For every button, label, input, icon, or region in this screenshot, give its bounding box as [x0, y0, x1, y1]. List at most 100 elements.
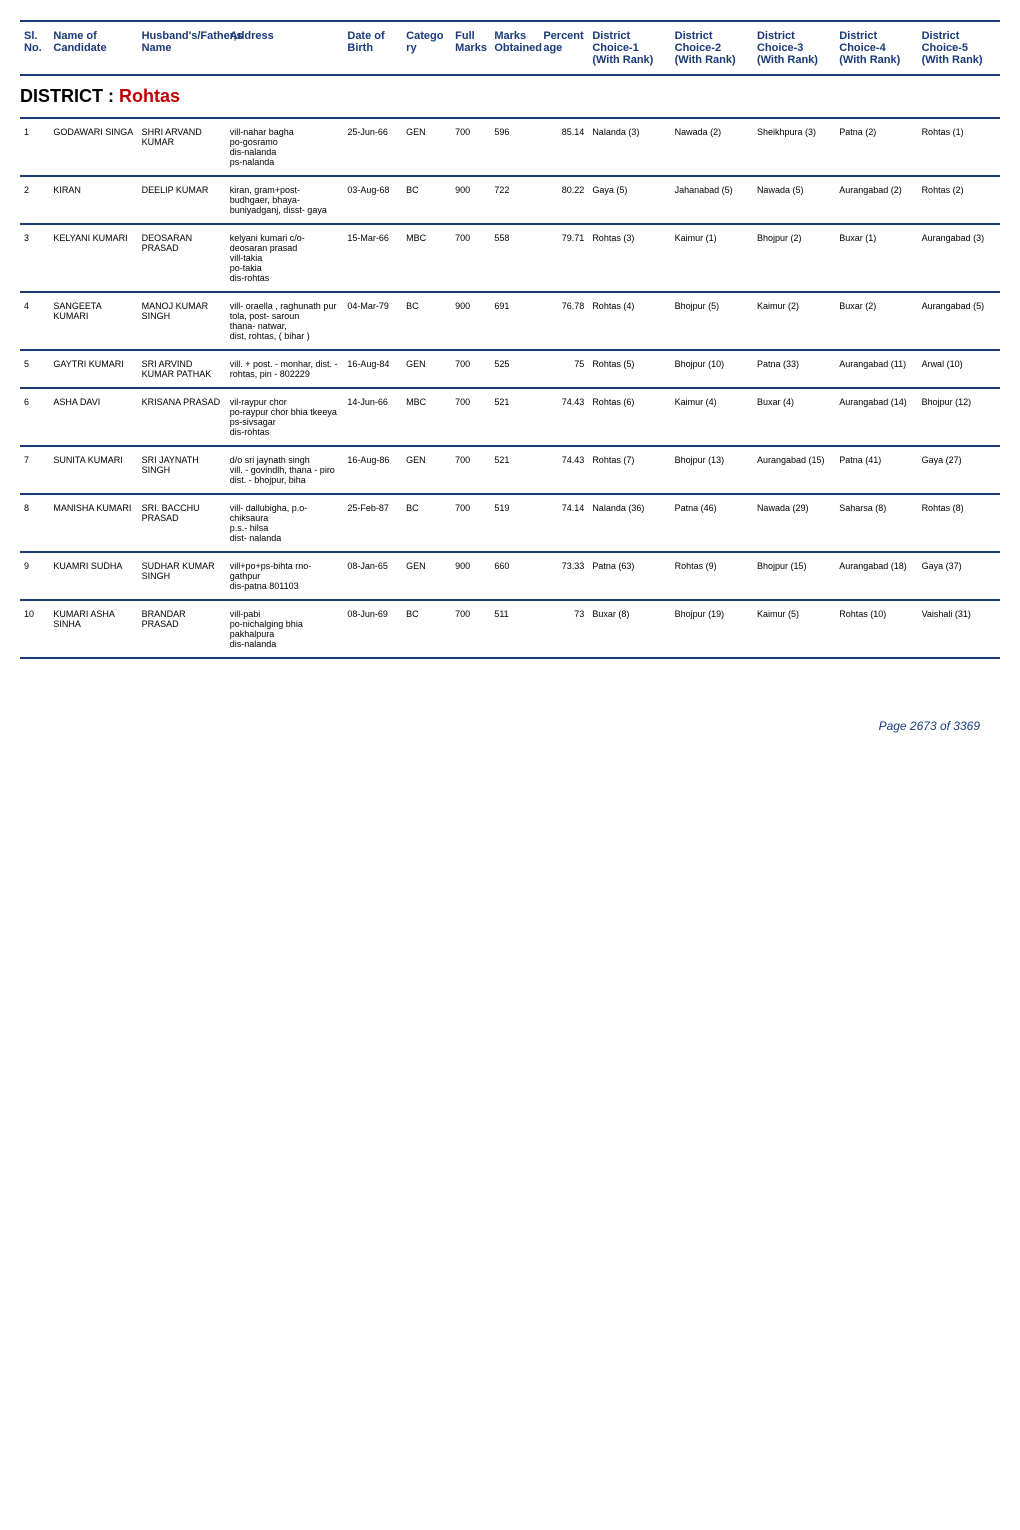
cell-choice1: Nalanda (36): [588, 494, 670, 552]
cell-address: vill-pabi po-nichalging bhia pakhalpura …: [226, 600, 344, 658]
cell-fullmarks: 700: [451, 446, 490, 494]
header-fullmarks: Full Marks: [451, 21, 490, 75]
header-choice5: District Choice-5 (With Rank): [918, 21, 1000, 75]
cell-choice2: Nawada (2): [671, 118, 753, 176]
cell-choice3: Buxar (4): [753, 388, 835, 446]
cell-choice4: Aurangabad (11): [835, 350, 917, 388]
header-choice3: District Choice-3 (With Rank): [753, 21, 835, 75]
cell-choice1: Rohtas (3): [588, 224, 670, 292]
cell-slno: 5: [20, 350, 49, 388]
cell-choice2: Patna (46): [671, 494, 753, 552]
cell-slno: 3: [20, 224, 49, 292]
table-row: 6ASHA DAVIKRISANA PRASADvil-raypur chor …: [20, 388, 1000, 446]
cell-fullmarks: 900: [451, 552, 490, 600]
cell-dob: 16-Aug-86: [343, 446, 402, 494]
cell-address: d/o sri jaynath singh vill. - govindlh, …: [226, 446, 344, 494]
cell-name: KUAMRI SUDHA: [49, 552, 137, 600]
cell-percent: 85.14: [539, 118, 588, 176]
cell-name: GODAWARI SINGA: [49, 118, 137, 176]
cell-dob: 25-Feb-87: [343, 494, 402, 552]
cell-category: GEN: [402, 446, 451, 494]
cell-percent: 80.22: [539, 176, 588, 224]
cell-choice5: Arwal (10): [918, 350, 1000, 388]
cell-choice5: Aurangabad (3): [918, 224, 1000, 292]
cell-slno: 6: [20, 388, 49, 446]
cell-percent: 74.43: [539, 446, 588, 494]
cell-fullmarks: 700: [451, 224, 490, 292]
cell-choice1: Rohtas (6): [588, 388, 670, 446]
header-percent: Percent age: [539, 21, 588, 75]
district-header-row: DISTRICT : Rohtas: [20, 75, 1000, 118]
cell-name: KELYANI KUMARI: [49, 224, 137, 292]
cell-choice1: Rohtas (7): [588, 446, 670, 494]
page-footer: Page 2673 of 3369: [20, 719, 1000, 733]
cell-choice3: Nawada (29): [753, 494, 835, 552]
cell-choice1: Rohtas (4): [588, 292, 670, 350]
cell-category: GEN: [402, 118, 451, 176]
cell-choice2: Jahanabad (5): [671, 176, 753, 224]
cell-choice2: Rohtas (9): [671, 552, 753, 600]
cell-slno: 4: [20, 292, 49, 350]
header-marksobtained: Marks Obtained: [490, 21, 539, 75]
cell-choice5: Bhojpur (12): [918, 388, 1000, 446]
cell-slno: 1: [20, 118, 49, 176]
district-name: Rohtas: [119, 86, 180, 106]
cell-marksobtained: 660: [490, 552, 539, 600]
header-name: Name of Candidate: [49, 21, 137, 75]
cell-choice2: Bhojpur (13): [671, 446, 753, 494]
cell-marksobtained: 596: [490, 118, 539, 176]
cell-choice5: Gaya (27): [918, 446, 1000, 494]
cell-choice5: Gaya (37): [918, 552, 1000, 600]
table-row: 3KELYANI KUMARIDEOSARAN PRASADkelyani ku…: [20, 224, 1000, 292]
cell-choice4: Aurangabad (18): [835, 552, 917, 600]
cell-percent: 73: [539, 600, 588, 658]
cell-name: MANISHA KUMARI: [49, 494, 137, 552]
table-row: 9KUAMRI SUDHASUDHAR KUMAR SINGHvill+po+p…: [20, 552, 1000, 600]
cell-fullmarks: 700: [451, 388, 490, 446]
cell-choice4: Buxar (2): [835, 292, 917, 350]
cell-slno: 7: [20, 446, 49, 494]
cell-percent: 76.78: [539, 292, 588, 350]
cell-choice3: Kaimur (5): [753, 600, 835, 658]
cell-choice3: Kaimur (2): [753, 292, 835, 350]
cell-choice3: Sheikhpura (3): [753, 118, 835, 176]
cell-choice2: Kaimur (4): [671, 388, 753, 446]
cell-husband: DEELIP KUMAR: [138, 176, 226, 224]
cell-choice2: Bhojpur (19): [671, 600, 753, 658]
candidate-table: Sl. No. Name of Candidate Husband's/Fath…: [20, 20, 1000, 659]
cell-fullmarks: 700: [451, 494, 490, 552]
cell-address: kelyani kumari c/o-deosaran prasad vill-…: [226, 224, 344, 292]
cell-address: vil-raypur chor po-raypur chor bhia tkee…: [226, 388, 344, 446]
cell-husband: MANOJ KUMAR SINGH: [138, 292, 226, 350]
cell-marksobtained: 558: [490, 224, 539, 292]
cell-choice3: Patna (33): [753, 350, 835, 388]
cell-choice1: Gaya (5): [588, 176, 670, 224]
cell-address: vill- oraella , raghunath pur tola, post…: [226, 292, 344, 350]
cell-choice1: Buxar (8): [588, 600, 670, 658]
cell-marksobtained: 525: [490, 350, 539, 388]
cell-dob: 04-Mar-79: [343, 292, 402, 350]
cell-name: SUNITA KUMARI: [49, 446, 137, 494]
cell-choice2: Bhojpur (10): [671, 350, 753, 388]
cell-choice3: Bhojpur (2): [753, 224, 835, 292]
header-husband: Husband's/Father,s Name: [138, 21, 226, 75]
cell-marksobtained: 511: [490, 600, 539, 658]
cell-slno: 2: [20, 176, 49, 224]
cell-choice4: Buxar (1): [835, 224, 917, 292]
cell-choice3: Nawada (5): [753, 176, 835, 224]
header-choice1: District Choice-1 (With Rank): [588, 21, 670, 75]
cell-husband: BRANDAR PRASAD: [138, 600, 226, 658]
cell-husband: SRI JAYNATH SINGH: [138, 446, 226, 494]
cell-name: ASHA DAVI: [49, 388, 137, 446]
cell-percent: 79.71: [539, 224, 588, 292]
cell-percent: 75: [539, 350, 588, 388]
cell-choice3: Aurangabad (15): [753, 446, 835, 494]
header-choice2: District Choice-2 (With Rank): [671, 21, 753, 75]
cell-category: BC: [402, 292, 451, 350]
cell-fullmarks: 700: [451, 118, 490, 176]
cell-choice2: Bhojpur (5): [671, 292, 753, 350]
header-row: Sl. No. Name of Candidate Husband's/Fath…: [20, 21, 1000, 75]
cell-address: vill-nahar bagha po-gosramo dis-nalanda …: [226, 118, 344, 176]
header-address: Address: [226, 21, 344, 75]
table-row: 2KIRANDEELIP KUMARkiran, gram+post-budhg…: [20, 176, 1000, 224]
